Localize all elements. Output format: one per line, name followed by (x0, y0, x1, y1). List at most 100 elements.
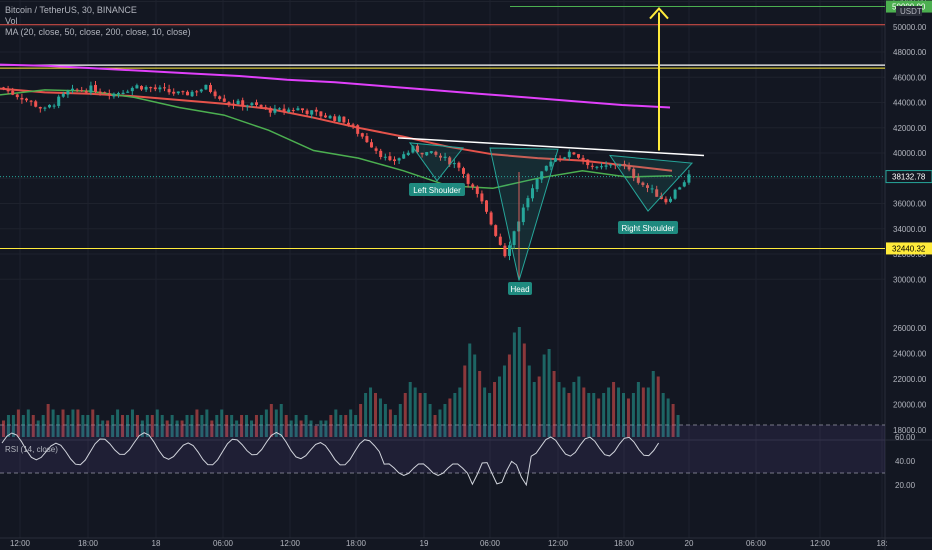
candle-body (351, 124, 355, 126)
volume-bar (215, 415, 219, 437)
candle-body (595, 166, 599, 168)
price-tick: 44000.00 (893, 99, 927, 108)
pattern-triangle-1 (408, 142, 464, 182)
volume-tick: 24000.00 (893, 350, 927, 359)
volume-bar (220, 409, 224, 437)
volume-bar (671, 404, 675, 437)
candle-body (659, 195, 663, 200)
price-axis[interactable]: 30000.0032000.0034000.0036000.0038000.00… (885, 0, 932, 490)
rsi-tick: 40.00 (895, 457, 916, 466)
vol-label[interactable]: Vol (5, 16, 18, 26)
time-tick: 06:00 (480, 539, 501, 548)
volume-bar (582, 387, 586, 437)
time-tick: 18:00 (78, 539, 99, 548)
volume-bar (319, 420, 323, 437)
volume-bar (369, 387, 373, 437)
time-axis[interactable]: 12:00 18:00 18 06:00 12:00 18:00 19 06:00 12:00 1… (10, 539, 888, 548)
last-price-tag-bg (886, 170, 932, 183)
volume-tick: 20000.00 (893, 401, 927, 410)
candle-body (370, 142, 373, 148)
volume-bar (140, 420, 144, 437)
pattern-triangle-2 (489, 147, 559, 281)
rsi-label[interactable]: RSI (14, close) (5, 445, 58, 454)
volume-tick: 18000.00 (893, 426, 927, 435)
volume-bar (230, 415, 234, 437)
candle-body (282, 108, 286, 112)
candle-body (627, 166, 631, 170)
candle-body (641, 182, 645, 186)
candle-body (264, 107, 268, 109)
ma-label[interactable]: MA (20, close, 50, close, 200, close, 10… (5, 27, 191, 37)
candle-body (38, 106, 42, 109)
rsi-tick: 60.00 (895, 433, 916, 442)
candle-body (6, 89, 10, 92)
candle-body (153, 87, 157, 90)
candle-body (333, 116, 337, 121)
volume-tick: 26000.00 (893, 324, 927, 333)
volume-bar (374, 393, 377, 437)
volume-bar (512, 332, 516, 437)
volume-bar (6, 415, 10, 437)
volume-bar (413, 387, 417, 437)
price-tick: 48000.00 (893, 48, 927, 57)
head-label: Head (510, 285, 529, 294)
volume-bar (56, 415, 60, 437)
volume-bar (592, 393, 596, 437)
candle-body (526, 198, 530, 208)
volume-bar (354, 415, 358, 437)
candle-body (130, 87, 134, 92)
volume-bar (483, 387, 487, 437)
candle-body (227, 102, 231, 104)
candle-body (360, 133, 364, 137)
candle-body (140, 86, 143, 90)
candle-body (402, 154, 406, 159)
candle-body (618, 164, 622, 166)
volume-bar (190, 415, 194, 437)
candle-body (558, 158, 562, 160)
price-tick: 46000.00 (893, 73, 927, 82)
volume-bar (517, 327, 521, 437)
volume-bar (438, 409, 442, 437)
candle-body (462, 168, 465, 174)
candle-body (393, 159, 396, 162)
volume-bar (150, 415, 154, 437)
volume-bar (398, 404, 402, 437)
price-tick: 30000.00 (893, 275, 927, 284)
volume-bar (403, 393, 407, 437)
volume-bar (106, 420, 110, 437)
candle-body (590, 165, 594, 167)
candle-body (475, 186, 479, 194)
symbol-title[interactable]: Bitcoin / TetherUS, 30, BINANCE (5, 5, 137, 15)
candle-body (480, 193, 484, 202)
volume-bar (359, 404, 363, 437)
volume-bar (661, 393, 665, 437)
candle-body (383, 156, 387, 158)
volume-bar (170, 415, 174, 437)
time-tick: 06:00 (746, 539, 767, 548)
candle-body (623, 163, 626, 167)
candle-body (144, 86, 148, 90)
candle-body (98, 91, 102, 93)
candle-body (581, 157, 585, 161)
price-tick: 34000.00 (893, 225, 927, 234)
annotations: Left Shoulder Head Right Shoulder (409, 183, 678, 295)
volume-bar (314, 426, 318, 437)
candle-body (664, 198, 668, 203)
candle-body (71, 88, 74, 91)
candle-body (673, 189, 677, 199)
candle-body (176, 91, 180, 94)
volume-bar (527, 365, 531, 437)
volume-bars (2, 327, 680, 437)
time-tick: 12:00 (810, 539, 831, 548)
volume-bar (344, 415, 348, 437)
candle-body (112, 93, 116, 97)
volume-bar (532, 382, 536, 437)
volume-bar (458, 387, 462, 437)
candle-body (209, 85, 212, 92)
candle-body (126, 91, 130, 93)
candle-body (222, 98, 226, 102)
volume-bar (463, 365, 467, 437)
volume-bar (279, 404, 283, 437)
candle-body (439, 155, 442, 158)
